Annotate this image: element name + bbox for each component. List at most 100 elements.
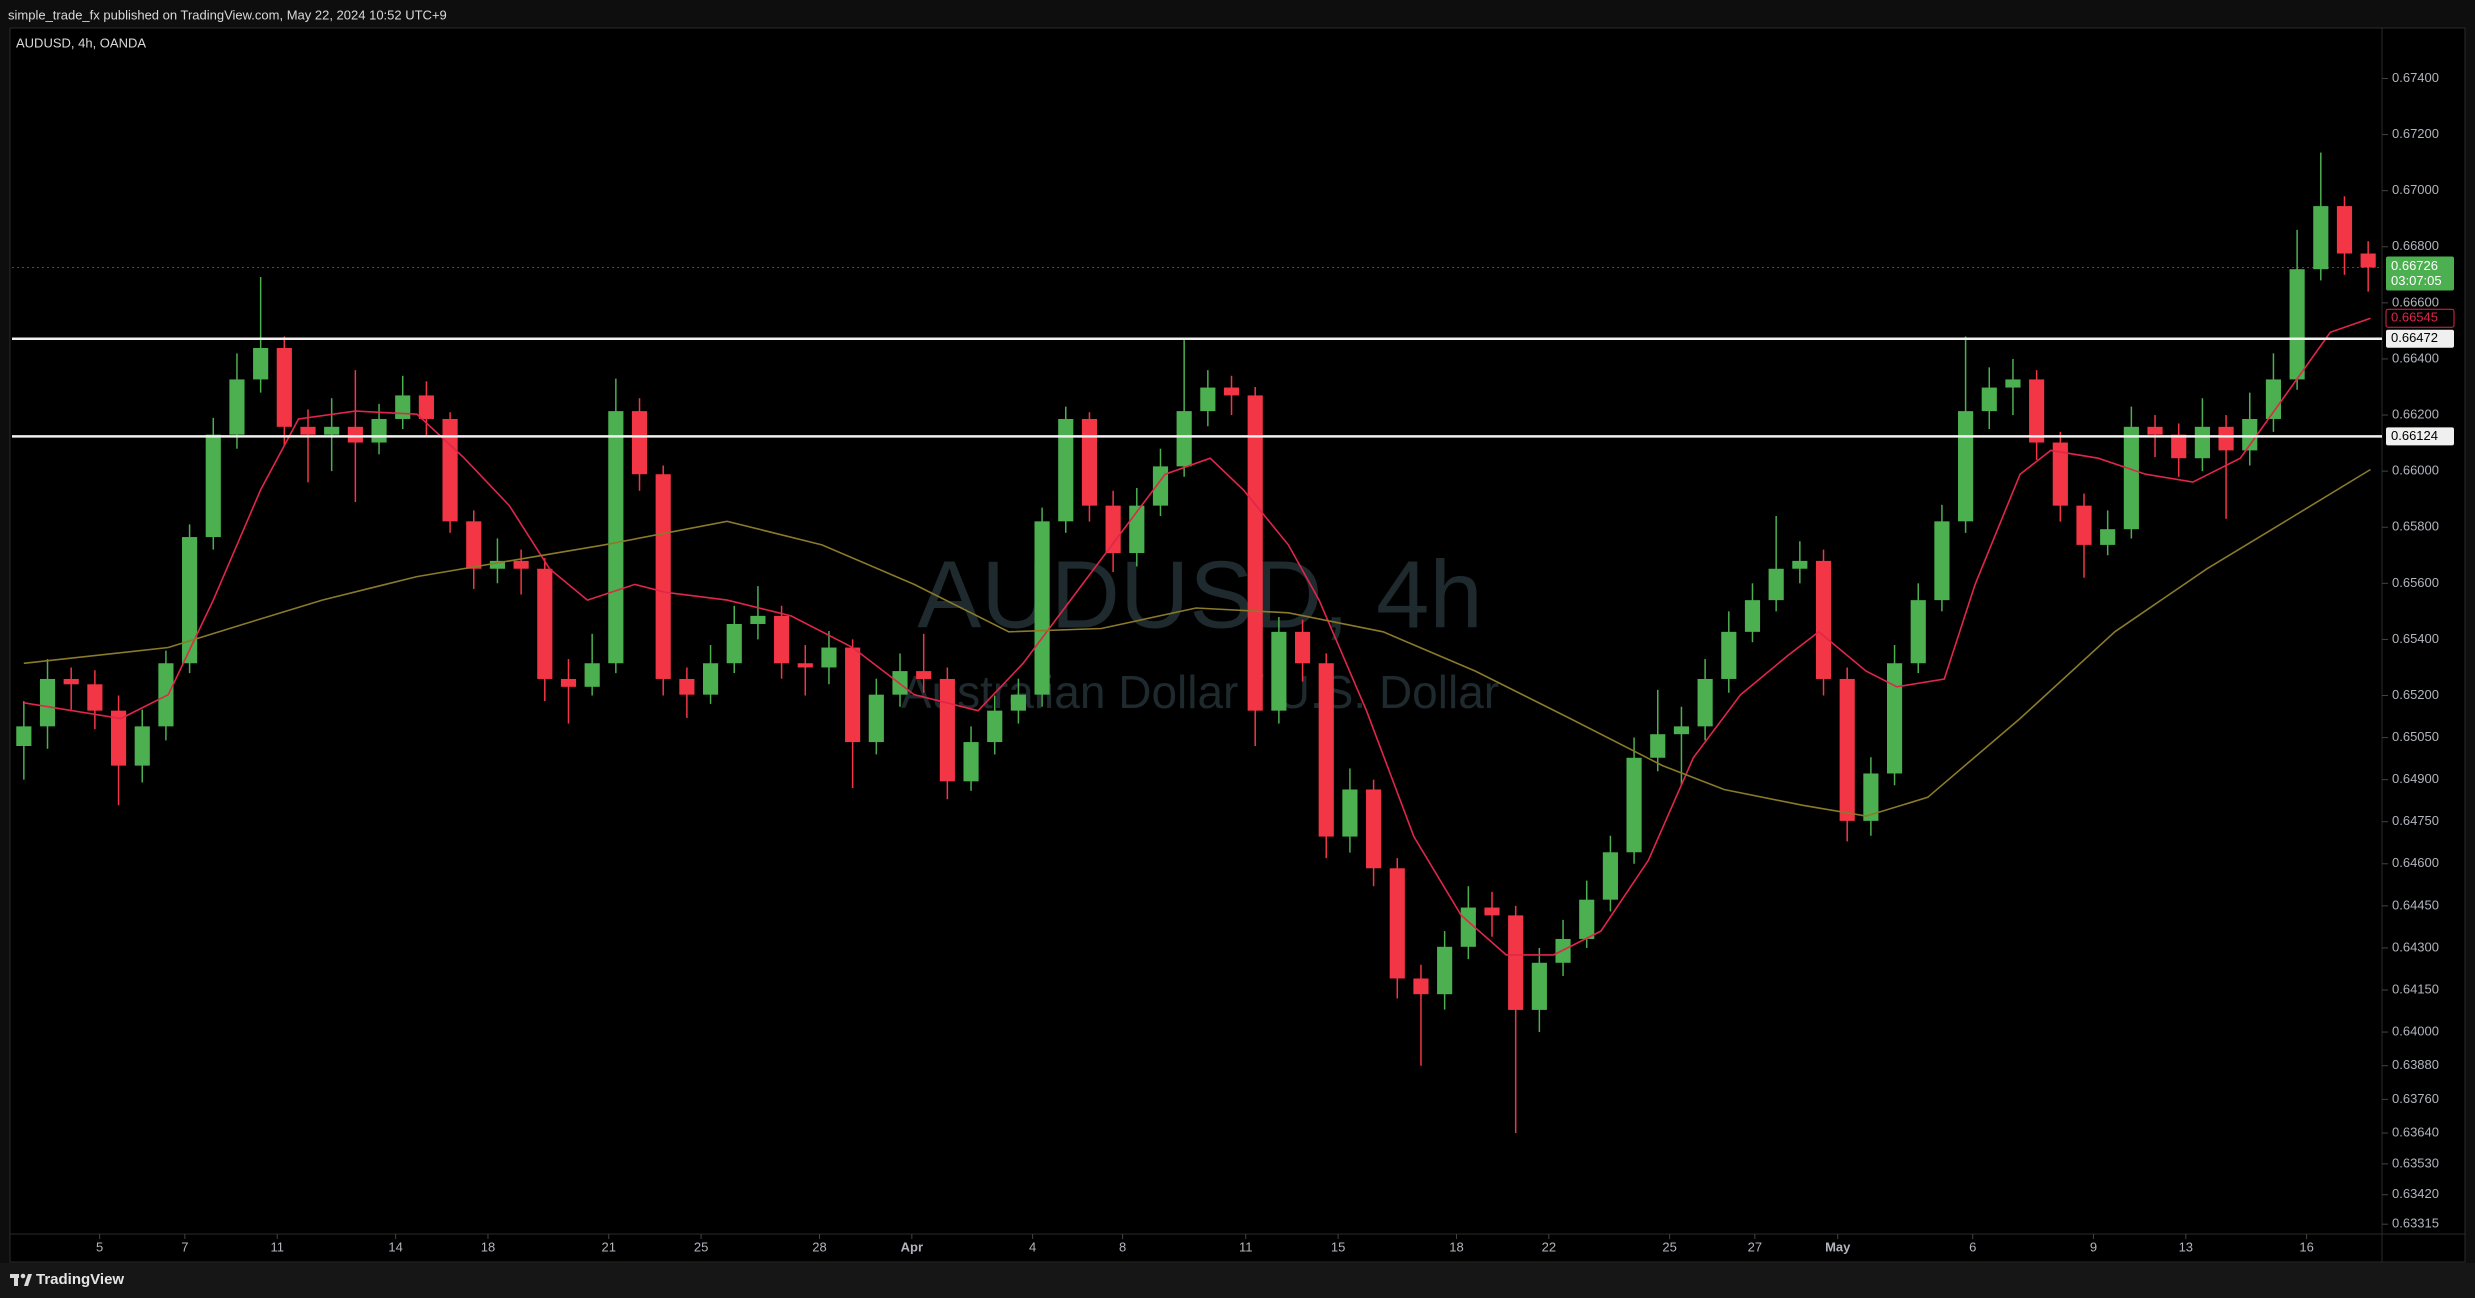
candle-body — [1437, 946, 1453, 995]
y-tick-label: 0.64900 — [2392, 771, 2439, 786]
candle-body — [560, 678, 577, 687]
candle-body — [1034, 521, 1050, 695]
x-tick-label: 15 — [1331, 1239, 1345, 1254]
candle-body — [2242, 418, 2258, 451]
candle-body — [134, 726, 150, 766]
moving-average — [23, 317, 2371, 956]
candle-body — [229, 379, 245, 435]
candle-body — [395, 395, 411, 419]
y-tick-label: 0.64300 — [2392, 939, 2439, 954]
candle-body — [205, 434, 221, 538]
candle-body — [868, 694, 884, 743]
candle-body — [87, 684, 103, 711]
candle-body — [1176, 411, 1192, 467]
candle-body — [987, 710, 1003, 743]
x-tick-label: 9 — [2090, 1239, 2097, 1254]
watermark-description: Australian Dollar / U.S. Dollar — [901, 666, 1499, 718]
y-tick-label: 0.65050 — [2392, 729, 2439, 744]
candle-body — [1366, 789, 1382, 869]
candle-body — [1815, 560, 1832, 679]
candle-body — [608, 411, 624, 664]
y-tick-label: 0.64000 — [2392, 1024, 2439, 1039]
y-tick-label: 0.64450 — [2392, 897, 2439, 912]
candle-body — [821, 647, 837, 668]
x-tick-label: 6 — [1969, 1239, 1976, 1254]
x-tick-label: 25 — [694, 1239, 708, 1254]
candle-body — [158, 663, 174, 727]
candle-body — [1010, 694, 1026, 711]
candle-body — [631, 411, 648, 475]
candle-body — [1626, 757, 1642, 853]
candle-body — [2336, 206, 2353, 254]
candle-body — [1389, 868, 1405, 979]
price-line-label-box — [2386, 329, 2454, 348]
candle-body — [110, 710, 127, 766]
candle-body — [2005, 379, 2021, 388]
x-tick-label: 8 — [1119, 1239, 1126, 1254]
candle-body — [1721, 631, 1737, 679]
footer-bar — [0, 1263, 2475, 1298]
ma-label-box — [2385, 308, 2455, 328]
candle-body — [2052, 442, 2068, 506]
candle-body — [1531, 962, 1547, 1010]
y-tick-label: 0.65200 — [2392, 687, 2439, 702]
candle-body — [1484, 907, 1500, 916]
candle-body — [1958, 411, 1974, 522]
x-tick-label: Apr — [901, 1239, 923, 1254]
candle-body — [1105, 505, 1121, 554]
candle-body — [1910, 600, 1926, 664]
y-tick-label: 0.64150 — [2392, 981, 2439, 996]
candle-body — [726, 623, 742, 664]
candle-body — [63, 678, 79, 685]
candle-body — [1294, 631, 1311, 664]
candle-body — [513, 560, 529, 569]
candle-body — [1342, 789, 1358, 837]
candle-body — [1058, 418, 1074, 522]
candle-body — [442, 418, 458, 522]
y-tick-label: 0.64600 — [2392, 855, 2439, 870]
tradingview-logo — [10, 1273, 32, 1286]
last-price-label: 0.66726 — [2391, 258, 2438, 273]
y-tick-label: 0.67000 — [2392, 182, 2439, 197]
x-tick-label: May — [1825, 1239, 1851, 1254]
candle-body — [300, 426, 316, 435]
candle-body — [584, 663, 600, 687]
x-tick-label: 13 — [2179, 1239, 2193, 1254]
candle-body — [939, 678, 955, 782]
symbol-line: AUDUSD, 4h, OANDA — [16, 35, 146, 50]
candle-body — [182, 537, 198, 664]
moving-average — [23, 468, 2371, 817]
y-tick-label: 0.66800 — [2392, 238, 2439, 253]
candle-body — [371, 418, 387, 443]
candle-body — [418, 395, 434, 419]
candle-body — [2100, 529, 2116, 545]
candle-body — [845, 647, 861, 743]
y-tick-label: 0.63880 — [2392, 1057, 2439, 1072]
candle-body — [1697, 678, 1713, 727]
y-tick-label: 0.65600 — [2392, 575, 2439, 590]
footer-brand: TradingView — [36, 1271, 124, 1288]
y-tick-label: 0.63640 — [2392, 1124, 2439, 1139]
candle-body — [916, 671, 932, 679]
candle-body — [1318, 663, 1334, 837]
candle-body — [1579, 899, 1595, 939]
watermark-symbol: AUDUSD, 4h — [917, 541, 1483, 648]
candle-body — [253, 348, 269, 380]
candle-body — [1744, 600, 1761, 632]
y-tick-label: 0.67400 — [2392, 70, 2439, 85]
x-tick-label: 25 — [1662, 1239, 1676, 1254]
candle-body — [1081, 418, 1098, 506]
candle-body — [2029, 379, 2045, 443]
candle-body — [2360, 253, 2376, 268]
y-tick-label: 0.65400 — [2392, 631, 2439, 646]
x-tick-label: 11 — [270, 1239, 284, 1254]
candle-body — [797, 663, 813, 668]
x-tick-label: 4 — [1029, 1239, 1036, 1254]
candle-body — [1768, 568, 1784, 601]
candle-body — [1981, 387, 1997, 412]
candle-body — [1839, 678, 1855, 821]
x-tick-label: 16 — [2299, 1239, 2313, 1254]
publisher-line: simple_trade_fx published on TradingView… — [8, 7, 447, 22]
candle-body — [963, 742, 979, 782]
